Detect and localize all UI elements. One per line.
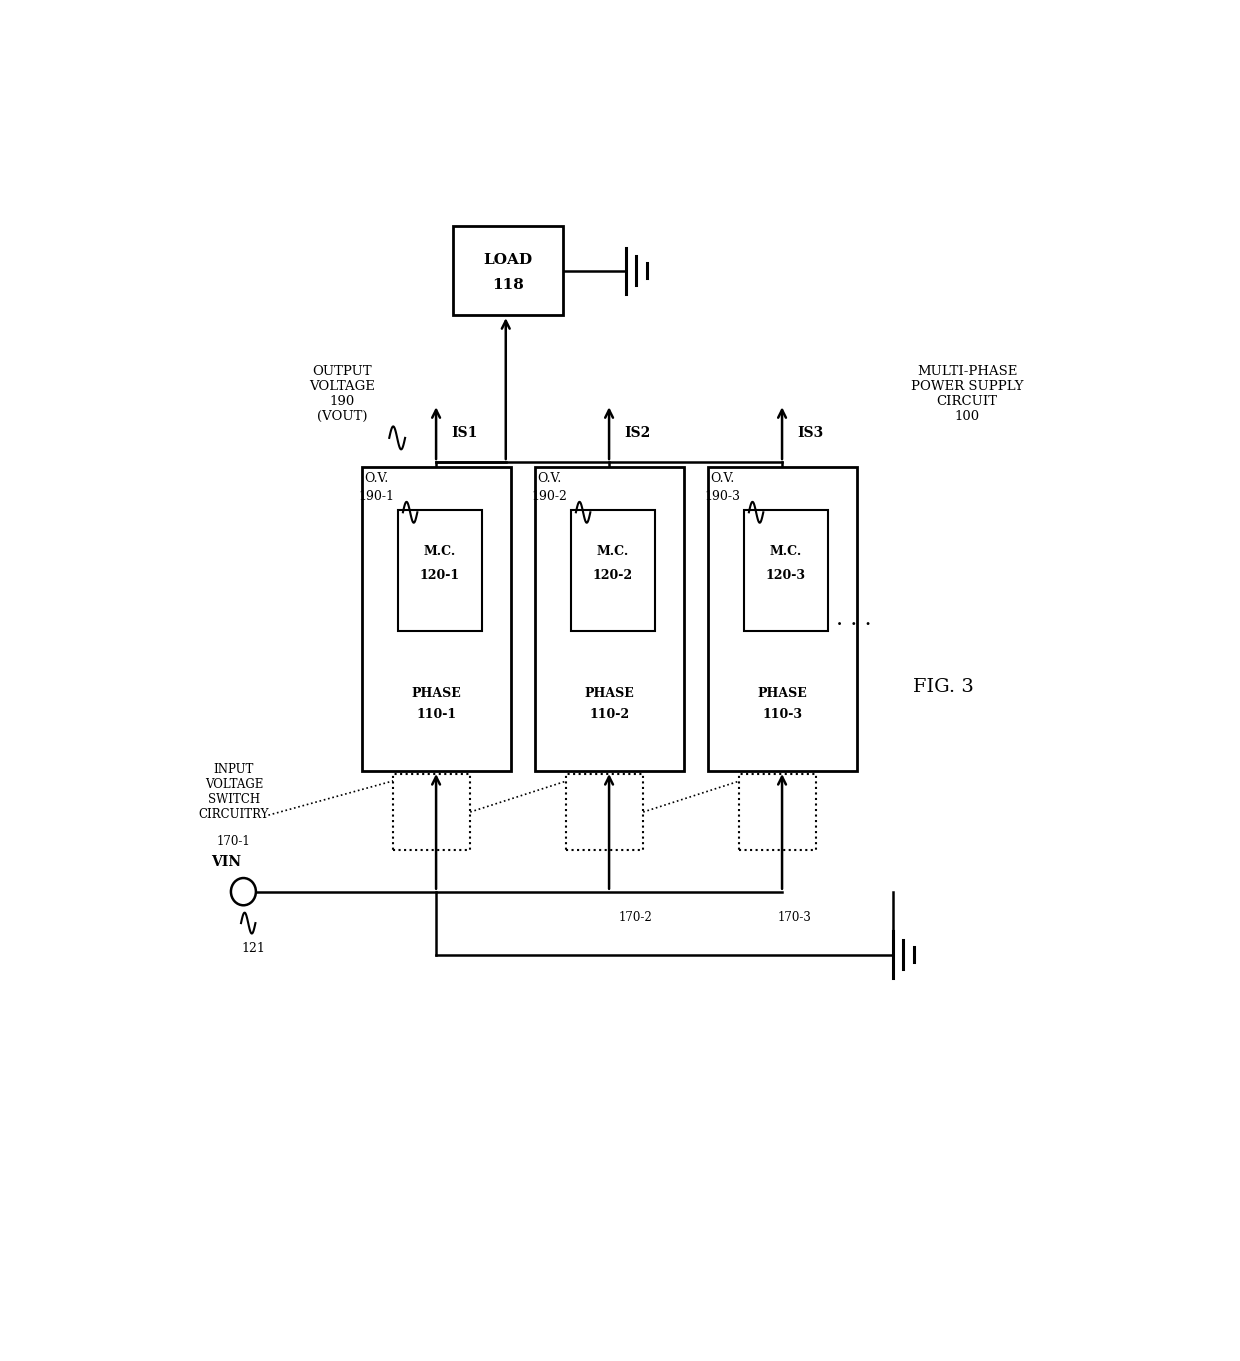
Text: M.C.: M.C. (424, 546, 456, 558)
Text: LOAD: LOAD (484, 253, 533, 267)
Text: IS3: IS3 (797, 426, 823, 440)
Text: OUTPUT
VOLTAGE
190
(VOUT): OUTPUT VOLTAGE 190 (VOUT) (310, 365, 376, 423)
Text: 170-1: 170-1 (217, 834, 250, 848)
Text: 110-2: 110-2 (589, 708, 629, 721)
Text: 190-1: 190-1 (358, 490, 394, 504)
Bar (708, 467, 857, 772)
Bar (362, 467, 511, 772)
Text: PHASE: PHASE (584, 687, 634, 701)
Text: VIN: VIN (211, 855, 241, 868)
Text: 190-3: 190-3 (704, 490, 740, 504)
Text: O.V.: O.V. (365, 472, 388, 486)
Text: FIG. 3: FIG. 3 (913, 678, 973, 697)
Bar (534, 467, 683, 772)
Text: 121: 121 (241, 942, 265, 955)
Text: 170-3: 170-3 (777, 911, 811, 924)
Text: PHASE: PHASE (758, 687, 807, 701)
Text: 110-1: 110-1 (417, 708, 456, 721)
Text: 170-2: 170-2 (619, 911, 652, 924)
Text: 120-1: 120-1 (420, 569, 460, 583)
Text: 110-3: 110-3 (763, 708, 802, 721)
Text: INPUT
VOLTAGE
SWITCH
CIRCUITRY: INPUT VOLTAGE SWITCH CIRCUITRY (198, 764, 269, 821)
Text: O.V.: O.V. (537, 472, 562, 486)
Bar (739, 774, 816, 849)
Text: 120-3: 120-3 (766, 569, 806, 583)
Text: O.V.: O.V. (711, 472, 734, 486)
Text: . . .: . . . (836, 608, 872, 630)
Text: MULTI-PHASE
POWER SUPPLY
CIRCUIT
100: MULTI-PHASE POWER SUPPLY CIRCUIT 100 (911, 365, 1023, 423)
Text: IS1: IS1 (451, 426, 477, 440)
Bar (398, 510, 481, 632)
Text: 190-2: 190-2 (532, 490, 568, 504)
Text: M.C.: M.C. (596, 546, 629, 558)
Text: PHASE: PHASE (412, 687, 461, 701)
Text: 118: 118 (492, 279, 525, 293)
Text: IS2: IS2 (625, 426, 651, 440)
Bar (744, 510, 827, 632)
Bar (567, 774, 644, 849)
Bar (572, 510, 655, 632)
Bar (453, 226, 563, 316)
Text: M.C.: M.C. (770, 546, 802, 558)
Text: 120-2: 120-2 (593, 569, 632, 583)
Bar (393, 774, 470, 849)
